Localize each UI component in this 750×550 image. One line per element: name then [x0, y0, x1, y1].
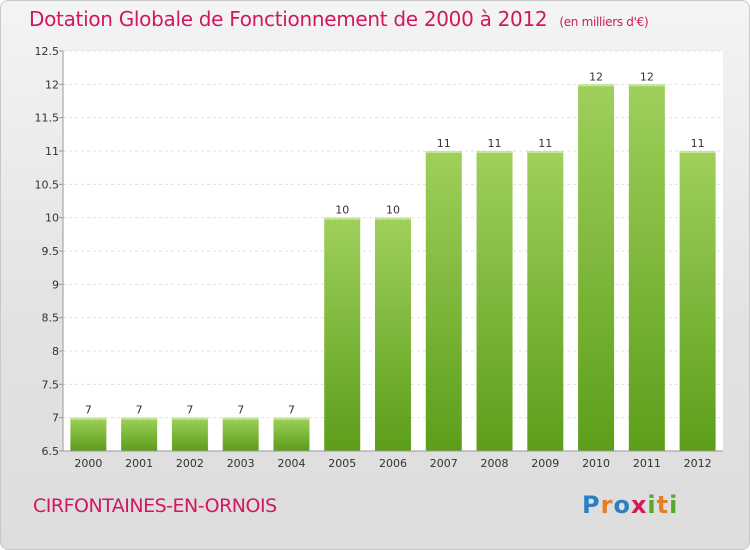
- x-tick-label: 2002: [176, 457, 204, 470]
- x-tick-label: 2009: [531, 457, 559, 470]
- bar-value-label: 11: [488, 137, 502, 150]
- bars-group: 7 7 7 7 7 10 10 11 11 11 12 12 11: [70, 70, 716, 451]
- bar-value-label: 11: [691, 137, 705, 150]
- x-tick-label: 2006: [379, 457, 407, 470]
- bar: [121, 417, 158, 451]
- bar-top-highlight: [679, 151, 716, 153]
- bar-top-highlight: [628, 84, 665, 87]
- y-axis-tick-labels: 6.5 7 7.5 8 8.5 9 9.5 10 10.5 11 11.5 12 12.5: [35, 45, 60, 458]
- bar-value-label: 7: [288, 404, 295, 417]
- y-tick-label: 11.5: [35, 112, 60, 125]
- bar-top-highlight: [70, 417, 107, 420]
- bar-top-highlight: [324, 217, 361, 220]
- bar: [679, 151, 716, 451]
- bar-value-label: 7: [237, 404, 244, 417]
- bar-value-label: 7: [186, 404, 193, 417]
- bar-value-label: 11: [437, 137, 451, 150]
- bar: [375, 217, 411, 451]
- bar: [628, 84, 665, 451]
- bar-top-highlight: [375, 217, 411, 220]
- y-tick-label: 11: [45, 145, 59, 158]
- x-tick-label: 2011: [633, 457, 661, 470]
- x-tick-label: 2001: [125, 457, 153, 470]
- bar: [222, 417, 259, 451]
- bar: [171, 417, 208, 451]
- place-name: CIRFONTAINES-EN-ORNOIS: [33, 495, 277, 517]
- x-tick-label: 2003: [227, 457, 255, 470]
- bar-top-highlight: [425, 151, 462, 153]
- chart-title-main: Dotation Globale de Fonctionnement de 20…: [29, 7, 548, 31]
- bar-top-highlight: [527, 151, 564, 153]
- bar-top-highlight: [121, 417, 158, 420]
- x-tick-label: 2012: [684, 457, 712, 470]
- bar-value-label: 10: [386, 204, 400, 217]
- bar-value-label: 7: [85, 404, 92, 417]
- y-tick-label: 7.5: [42, 378, 60, 391]
- chart-title-unit: (en milliers d'€): [559, 15, 649, 29]
- y-tick-label: 12.5: [35, 45, 60, 58]
- bar-top-highlight: [273, 417, 310, 420]
- bar: [273, 417, 310, 451]
- x-tick-label: 2010: [582, 457, 610, 470]
- bar-value-label: 7: [136, 404, 143, 417]
- y-tick-label: 10.5: [35, 178, 60, 191]
- x-tick-label: 2000: [74, 457, 102, 470]
- x-tick-label: 2008: [481, 457, 509, 470]
- x-tick-label: 2005: [328, 457, 356, 470]
- bar-value-label: 12: [589, 70, 603, 83]
- bar: [527, 151, 564, 451]
- bar-value-label: 12: [640, 70, 654, 83]
- y-tick-label: 8.5: [42, 312, 60, 325]
- bar-value-label: 10: [335, 204, 349, 217]
- bar-value-label: 11: [538, 137, 552, 150]
- bar: [70, 417, 107, 451]
- proxiti-logo: Proxiti: [582, 491, 679, 519]
- y-tick-label: 8: [52, 345, 59, 358]
- y-tick-label: 12: [45, 78, 59, 91]
- y-tick-label: 9: [52, 278, 59, 291]
- bar-top-highlight: [222, 417, 259, 420]
- x-tick-label: 2004: [277, 457, 305, 470]
- chart-title: Dotation Globale de Fonctionnement de 20…: [29, 7, 649, 31]
- x-axis-tick-labels: 2000 2001 2002 2003 2004 2005 2006 2007 2008 2009…: [74, 457, 711, 470]
- y-tick-label: 9.5: [42, 245, 60, 258]
- y-tick-label: 7: [52, 412, 59, 425]
- bar: [476, 151, 513, 451]
- bar-top-highlight: [171, 417, 208, 420]
- bar-top-highlight: [578, 84, 615, 87]
- y-tick-label: 6.5: [42, 445, 60, 458]
- bar: [578, 84, 615, 451]
- x-tick-label: 2007: [430, 457, 458, 470]
- bar-top-highlight: [476, 151, 513, 153]
- bar: [324, 217, 361, 451]
- bar: [425, 151, 462, 451]
- y-tick-label: 10: [45, 212, 59, 225]
